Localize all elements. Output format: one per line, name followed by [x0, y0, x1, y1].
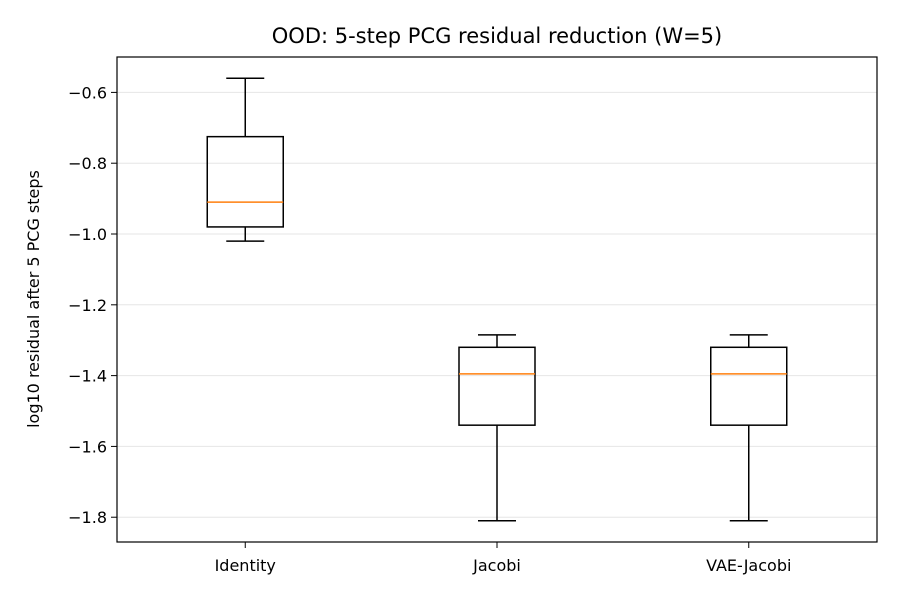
x-tick-label: Jacobi: [472, 556, 521, 575]
boxes: [206, 77, 788, 522]
y-tick-label: −1.4: [68, 367, 107, 386]
x-tick-label: Identity: [215, 556, 276, 575]
y-tick-label: −1.6: [68, 437, 107, 456]
y-tick-label: −0.6: [68, 83, 107, 102]
x-tick-label: VAE-Jacobi: [706, 556, 791, 575]
chart-title: OOD: 5-step PCG residual reduction (W=5): [272, 24, 722, 48]
y-tick-label: −0.8: [68, 154, 107, 173]
y-axis: −0.6 −0.8 −1.0 −1.2 −1.4 −1.6 −1.8: [68, 83, 117, 527]
box-vae-jacobi: [710, 334, 788, 522]
y-axis-label: log10 residual after 5 PCG steps: [24, 170, 43, 428]
box-jacobi: [458, 334, 536, 522]
box-identity: [206, 77, 284, 242]
y-tick-label: −1.0: [68, 225, 107, 244]
x-axis: Identity Jacobi VAE-Jacobi: [215, 542, 791, 575]
box-body: [710, 346, 788, 426]
box-body: [206, 135, 284, 228]
box-body: [458, 346, 536, 426]
y-tick-label: −1.2: [68, 296, 107, 315]
y-tick-label: −1.8: [68, 508, 107, 527]
